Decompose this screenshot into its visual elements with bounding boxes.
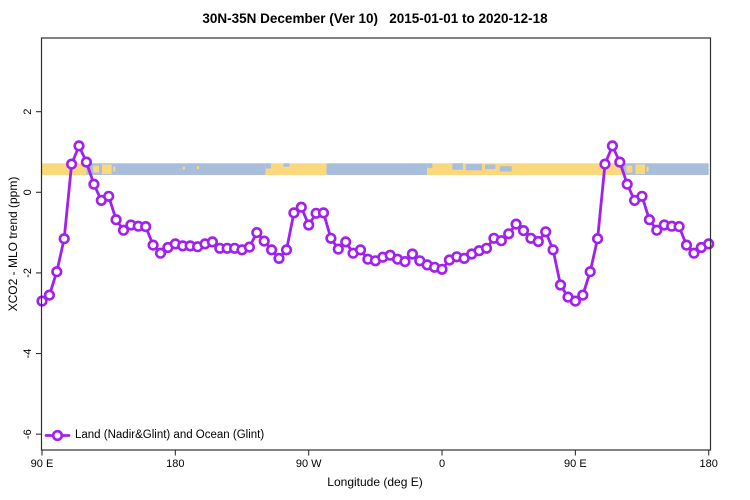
data-point — [599, 158, 611, 170]
data-point — [406, 248, 419, 260]
plot-frame — [40, 37, 712, 451]
map-band-sea-patch — [427, 163, 433, 168]
map-band-land-segment — [42, 163, 87, 175]
map-band-island-patch — [626, 165, 633, 173]
data-point — [51, 266, 63, 278]
data-point — [399, 256, 411, 268]
y-tick-label: 2 — [22, 109, 34, 115]
data-point — [140, 221, 152, 233]
y-tick-label: 0 — [22, 189, 34, 195]
data-point — [688, 247, 700, 259]
x-tick-label: 180 — [700, 458, 718, 470]
map-band-island-patch — [635, 164, 645, 175]
data-point — [577, 289, 589, 301]
data-point — [495, 235, 507, 247]
data-point — [154, 247, 167, 259]
data-point — [80, 156, 92, 168]
data-point — [303, 219, 315, 231]
map-band-island-patch — [646, 166, 649, 172]
y-tick-label: -2 — [22, 268, 34, 278]
data-point — [325, 232, 337, 244]
data-point — [643, 214, 656, 226]
map-band-island-patch — [93, 165, 100, 173]
data-point — [614, 156, 626, 168]
map-band-island-patch — [182, 166, 185, 170]
map-band-sea-patch — [283, 163, 290, 167]
data-point — [480, 242, 493, 254]
map-band-ocean-segment — [622, 163, 709, 175]
data-point — [436, 263, 448, 275]
data-point — [547, 244, 559, 256]
data-point — [540, 226, 552, 238]
data-point — [584, 266, 596, 278]
data-point — [266, 244, 278, 256]
data-point — [280, 244, 293, 256]
data-point — [680, 239, 693, 251]
data-point — [332, 243, 344, 255]
y-tick-label: -4 — [22, 349, 34, 359]
data-point — [251, 227, 263, 239]
data-point — [673, 221, 685, 233]
data-point — [73, 140, 85, 152]
map-band-island-patch — [113, 166, 116, 172]
data-point — [147, 239, 159, 251]
data-point — [569, 295, 582, 307]
x-tick-label: 180 — [166, 458, 184, 470]
x-tick-label: 90 W — [296, 458, 322, 470]
data-point — [243, 241, 255, 253]
map-band-sea-patch — [499, 166, 512, 172]
data-point — [206, 236, 218, 248]
map-band-island-patch — [196, 166, 200, 170]
data-point — [532, 235, 544, 248]
data-point — [295, 201, 307, 213]
data-point — [340, 236, 352, 248]
map-band-sea-patch — [484, 164, 496, 170]
data-point — [703, 238, 715, 250]
map-band-island-patch — [102, 164, 112, 175]
map-band-land-segment — [265, 163, 327, 175]
data-point — [110, 214, 122, 226]
legend-label: Land (Nadir&Glint) and Ocean (Glint) — [75, 428, 265, 441]
x-axis-label: Longitude (deg E) — [327, 475, 423, 489]
map-band-ocean-segment — [326, 163, 428, 175]
data-point — [273, 252, 285, 264]
data-point — [636, 190, 648, 202]
data-point — [58, 233, 70, 245]
data-point — [606, 140, 619, 152]
map-band-land-segment — [427, 163, 623, 175]
x-tick-label: 90 E — [31, 458, 54, 470]
data-point — [591, 233, 604, 245]
data-point — [554, 279, 567, 291]
data-point — [621, 178, 633, 190]
data-point — [117, 224, 130, 236]
legend-marker-sample — [51, 429, 64, 442]
data-point — [43, 289, 56, 301]
map-band-sea-patch — [452, 163, 463, 170]
map-band-sea-patch — [265, 163, 271, 169]
map-band-sea-patch — [465, 163, 483, 171]
chart-title: 30N-35N December (Ver 10) 2015-01-01 to … — [202, 11, 548, 26]
x-tick-label: 90 E — [564, 458, 587, 470]
data-point — [103, 190, 115, 202]
map-band-ocean-segment — [86, 163, 266, 175]
x-tick-label: 0 — [439, 458, 445, 470]
data-point — [354, 244, 367, 256]
data-point — [510, 218, 522, 230]
data-point — [88, 178, 100, 190]
data-point — [503, 228, 515, 240]
data-point — [65, 158, 78, 170]
data-point — [288, 207, 300, 219]
y-tick-label: -6 — [22, 429, 34, 439]
data-point — [517, 225, 530, 237]
data-point — [651, 224, 663, 236]
data-point — [258, 235, 270, 247]
data-point — [317, 207, 330, 219]
